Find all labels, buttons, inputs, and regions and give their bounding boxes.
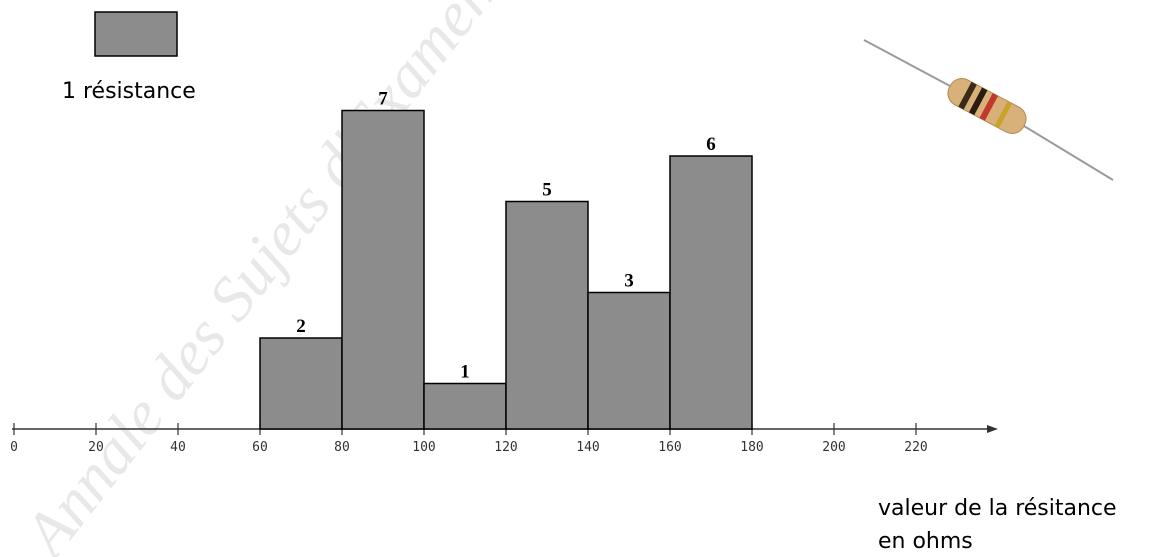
bar-value-label: 5 [542, 180, 552, 201]
x-tick-label: 220 [904, 440, 927, 455]
histogram-bar [669, 155, 753, 430]
histogram-bar [505, 200, 589, 430]
x-tick-label: 60 [252, 440, 268, 455]
x-tick-label: 0 [10, 440, 18, 455]
resistor-icon [863, 39, 1114, 181]
bar-value-label: 6 [706, 134, 716, 155]
legend-label: 1 résistance [62, 79, 196, 104]
legend: 1 résistance [62, 11, 196, 104]
histogram-bar [259, 337, 343, 430]
x-tick-label: 140 [576, 440, 599, 455]
x-tick-label: 40 [170, 440, 186, 455]
x-tick-label: 120 [494, 440, 517, 455]
bar-value-label: 2 [296, 316, 306, 337]
x-tick-label: 20 [88, 440, 104, 455]
x-tick-label: 80 [334, 440, 350, 455]
x-axis-label-line1: valeur de la résitance [878, 496, 1117, 521]
legend-swatch [94, 11, 178, 57]
x-axis-arrow [987, 425, 998, 433]
bar-value-label: 1 [460, 362, 470, 383]
histogram-bar [423, 382, 507, 430]
bars: 2 7 1 5 3 6 [259, 89, 753, 430]
bar-value-label: 3 [624, 271, 634, 292]
x-tick-label: 160 [658, 440, 681, 455]
x-axis-label-line2: en ohms [878, 529, 973, 554]
x-tick-label: 180 [740, 440, 763, 455]
histogram-bar [341, 109, 425, 430]
x-tick-label: 200 [822, 440, 845, 455]
bar-value-label: 7 [378, 89, 388, 110]
histogram-bar [587, 291, 671, 430]
x-tick-label: 100 [412, 440, 435, 455]
